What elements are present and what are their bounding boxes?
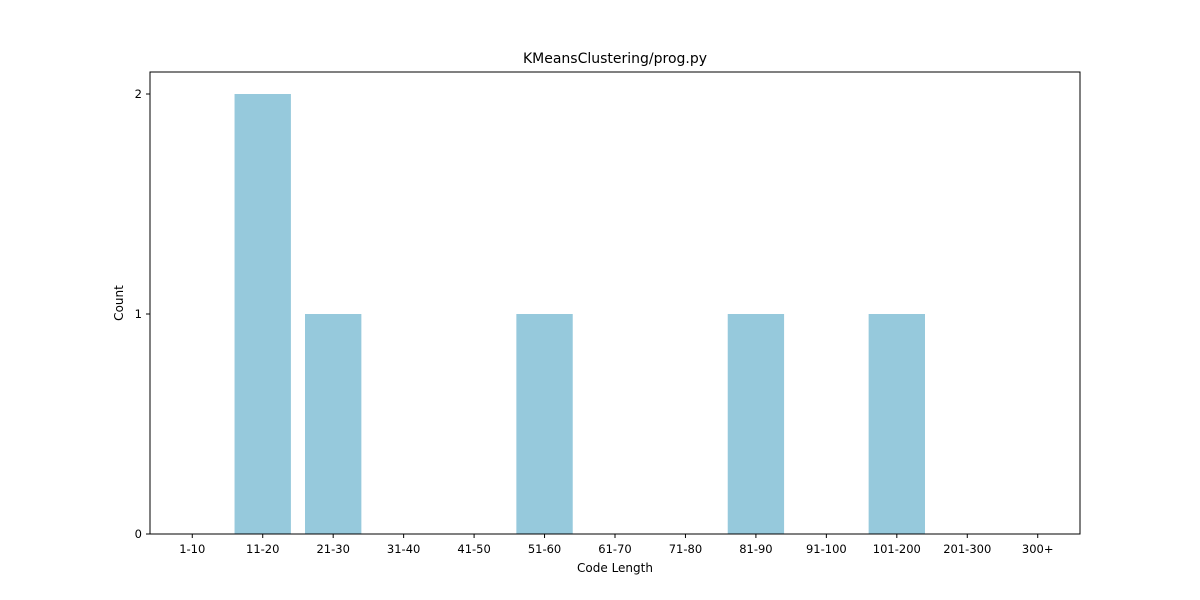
x-axis-ticks: 1-10 11-20 21-30 31-40 41-50 51-60 61-70 71-80 8…	[179, 534, 1054, 556]
x-tick-label: 91-100	[806, 542, 847, 556]
bar-21-30	[305, 314, 362, 534]
x-tick-label: 81-90	[739, 542, 772, 556]
x-tick-label: 11-20	[246, 542, 279, 556]
x-tick-label: 71-80	[669, 542, 702, 556]
bars-group	[234, 94, 925, 534]
bar-81-90	[727, 314, 785, 534]
x-tick-label: 61-70	[598, 542, 631, 556]
x-tick-label: 300+	[1022, 542, 1054, 556]
x-axis-label: Code Length	[577, 561, 653, 575]
chart-title: KMeansClustering/prog.py	[523, 51, 707, 67]
x-tick-label: 201-300	[943, 542, 991, 556]
x-tick-label: 51-60	[528, 542, 561, 556]
x-tick-label: 41-50	[457, 542, 490, 556]
x-tick-label: 1-10	[179, 542, 205, 556]
y-tick-label: 2	[135, 87, 142, 101]
bar-101-200	[868, 314, 925, 534]
bar-51-60	[516, 314, 573, 534]
y-tick-label: 1	[135, 307, 142, 321]
x-tick-label: 31-40	[387, 542, 420, 556]
plot-frame	[149, 71, 1081, 535]
y-axis-ticks: 0 1 2	[135, 87, 150, 541]
x-tick-label: 101-200	[873, 542, 921, 556]
y-axis-label: Count	[112, 285, 126, 321]
y-tick-label: 0	[135, 527, 142, 541]
bar-11-20	[234, 94, 291, 534]
x-tick-label: 21-30	[316, 542, 349, 556]
